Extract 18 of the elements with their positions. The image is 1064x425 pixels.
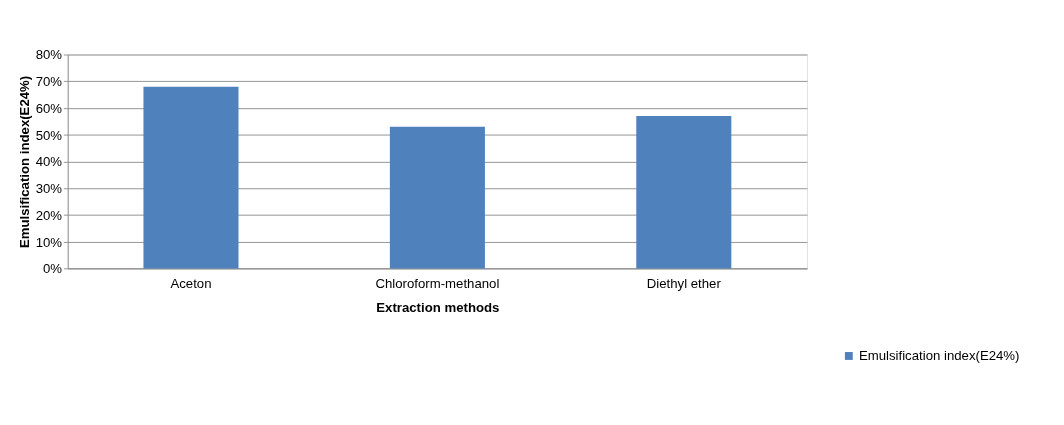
bar <box>389 126 485 269</box>
bar <box>143 86 239 269</box>
x-tick-label: Diethyl ether <box>646 276 722 292</box>
y-tick-label: 20% <box>35 207 63 223</box>
y-tick-label: 30% <box>35 181 63 197</box>
bar <box>636 116 732 269</box>
y-tick-label: 0% <box>42 261 63 277</box>
y-tick-label: 10% <box>35 234 63 250</box>
y-tick-label: 70% <box>35 74 63 90</box>
y-tick-label: 60% <box>35 100 63 116</box>
y-tick-label: 40% <box>35 154 63 170</box>
legend-label: Emulsification index(E24%) <box>858 348 1020 364</box>
y-tick-label: 50% <box>35 127 63 143</box>
y-tick-label: 80% <box>35 47 63 63</box>
x-axis-title: Extraction methods <box>376 299 500 315</box>
y-axis-title: Emulsification index(E24%) <box>17 75 33 249</box>
x-tick-label: Aceton <box>170 276 212 292</box>
x-tick-label: Chloroform-methanol <box>375 276 500 292</box>
